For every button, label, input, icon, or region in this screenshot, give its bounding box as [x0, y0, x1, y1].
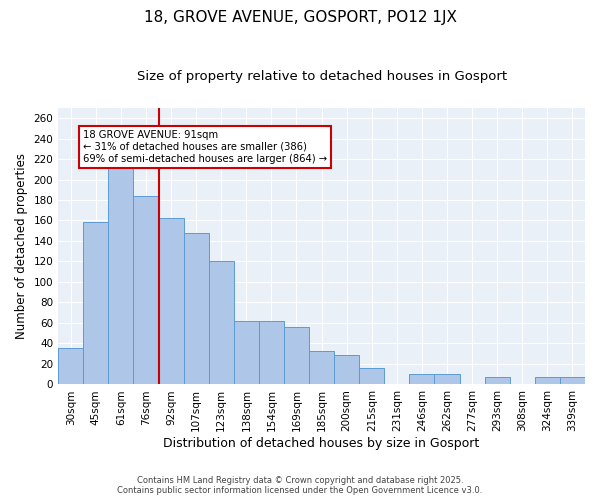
- Bar: [409, 374, 434, 384]
- Text: 18, GROVE AVENUE, GOSPORT, PO12 1JX: 18, GROVE AVENUE, GOSPORT, PO12 1JX: [143, 10, 457, 25]
- Bar: [485, 378, 510, 384]
- Bar: [83, 222, 109, 384]
- Bar: [259, 321, 284, 384]
- Bar: [58, 348, 83, 385]
- Bar: [334, 354, 359, 384]
- Bar: [309, 350, 334, 384]
- Bar: [359, 368, 385, 384]
- Bar: [209, 262, 234, 384]
- Text: Contains HM Land Registry data © Crown copyright and database right 2025.
Contai: Contains HM Land Registry data © Crown c…: [118, 476, 482, 495]
- Bar: [234, 321, 259, 384]
- Bar: [535, 378, 560, 384]
- X-axis label: Distribution of detached houses by size in Gosport: Distribution of detached houses by size …: [163, 437, 480, 450]
- Text: 18 GROVE AVENUE: 91sqm
← 31% of detached houses are smaller (386)
69% of semi-de: 18 GROVE AVENUE: 91sqm ← 31% of detached…: [83, 130, 328, 164]
- Bar: [109, 161, 133, 384]
- Title: Size of property relative to detached houses in Gosport: Size of property relative to detached ho…: [137, 70, 506, 83]
- Bar: [560, 378, 585, 384]
- Y-axis label: Number of detached properties: Number of detached properties: [15, 153, 28, 339]
- Bar: [133, 196, 158, 384]
- Bar: [184, 233, 209, 384]
- Bar: [434, 374, 460, 384]
- Bar: [284, 327, 309, 384]
- Bar: [158, 218, 184, 384]
